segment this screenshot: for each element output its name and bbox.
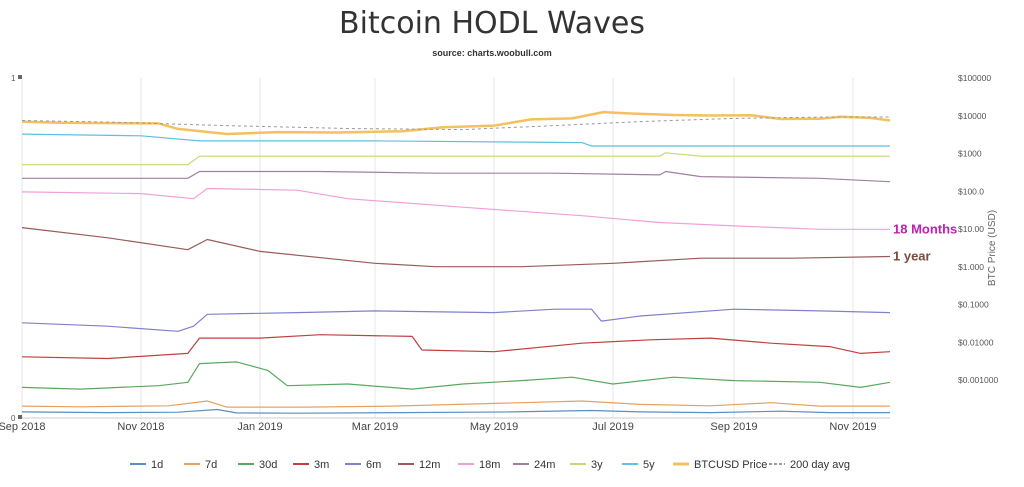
- legend-label: 3y: [591, 459, 603, 471]
- legend-label: 1d: [151, 459, 163, 471]
- legend-label: 24m: [534, 459, 555, 471]
- chart-title: Bitcoin HODL Waves: [339, 6, 645, 41]
- chart-subtitle: source: charts.woobull.com: [432, 48, 552, 58]
- left-tick-marker: [18, 75, 22, 79]
- legend: 1d 7d 30d 3m 6m 12m 18m 24m 3y 5y BTCUSD Price 200 …: [130, 459, 850, 471]
- right-tick-label: $10.00: [958, 224, 984, 234]
- legend-label: 6m: [366, 459, 381, 471]
- right-tick-label: $10000: [958, 111, 987, 121]
- legend-label: 7d: [205, 459, 217, 471]
- right-tick-label: $0.1000: [958, 300, 989, 310]
- x-tick-label: Jan 2019: [237, 421, 282, 433]
- annotation-label: 18 Months: [893, 221, 957, 236]
- right-axis: $100000 $10000 $1000 $100.0 $10.00 $1.000 $0.1…: [958, 73, 998, 385]
- series-line-24m: [22, 170, 891, 183]
- x-tick-label: Sep 2019: [710, 421, 757, 433]
- left-axis: 10: [11, 74, 22, 423]
- series-line-5y: [21, 133, 890, 147]
- legend-label: 12m: [419, 459, 440, 471]
- x-tick-label: Mar 2019: [352, 421, 398, 433]
- right-tick-label: $0.001000: [958, 375, 998, 385]
- legend-label: 18m: [479, 459, 500, 471]
- legend-label: 3m: [314, 459, 329, 471]
- series-line-3y: [22, 152, 890, 166]
- x-tick-label: May 2019: [470, 421, 518, 433]
- grid-lines: [21, 78, 854, 418]
- series-line-7d: [21, 400, 890, 408]
- legend-label: 30d: [259, 459, 277, 471]
- right-tick-label: $100.0: [958, 186, 984, 196]
- series-lines: [21, 110, 891, 414]
- x-tick-label: Sep 2018: [0, 421, 46, 433]
- series-line-btcusd-price: [21, 110, 891, 136]
- series-line-30d: [21, 361, 891, 390]
- right-tick-label: $100000: [958, 73, 991, 83]
- annotations: 18 Months 1 year: [893, 221, 957, 263]
- series-line-3m: [21, 334, 891, 360]
- right-tick-label: $1.000: [958, 262, 984, 272]
- left-tick-label: 1: [11, 74, 16, 83]
- x-axis: Sep 2018 Nov 2018 Jan 2019 Mar 2019 May 2019…: [0, 417, 890, 433]
- series-line-12m: [21, 227, 891, 268]
- right-tick-label: $0.01000: [958, 337, 994, 347]
- right-axis-title: BTC Price (USD): [987, 210, 998, 286]
- right-tick-label: $1000: [958, 149, 982, 159]
- annotation-label: 1 year: [893, 249, 931, 264]
- legend-label: 5y: [643, 459, 655, 471]
- left-tick-label: 0: [11, 414, 16, 423]
- legend-label: 200 day avg: [790, 459, 850, 471]
- series-line-6m: [21, 308, 891, 332]
- series-line-18m: [21, 187, 890, 230]
- series-line-1d: [21, 408, 890, 414]
- x-tick-label: Nov 2019: [829, 421, 876, 433]
- x-tick-label: Nov 2018: [117, 421, 164, 433]
- x-tick-label: Jul 2019: [592, 421, 634, 433]
- legend-label: BTCUSD Price: [694, 459, 767, 471]
- left-tick-marker: [18, 415, 22, 419]
- series-line-200-day-avg: [21, 116, 891, 131]
